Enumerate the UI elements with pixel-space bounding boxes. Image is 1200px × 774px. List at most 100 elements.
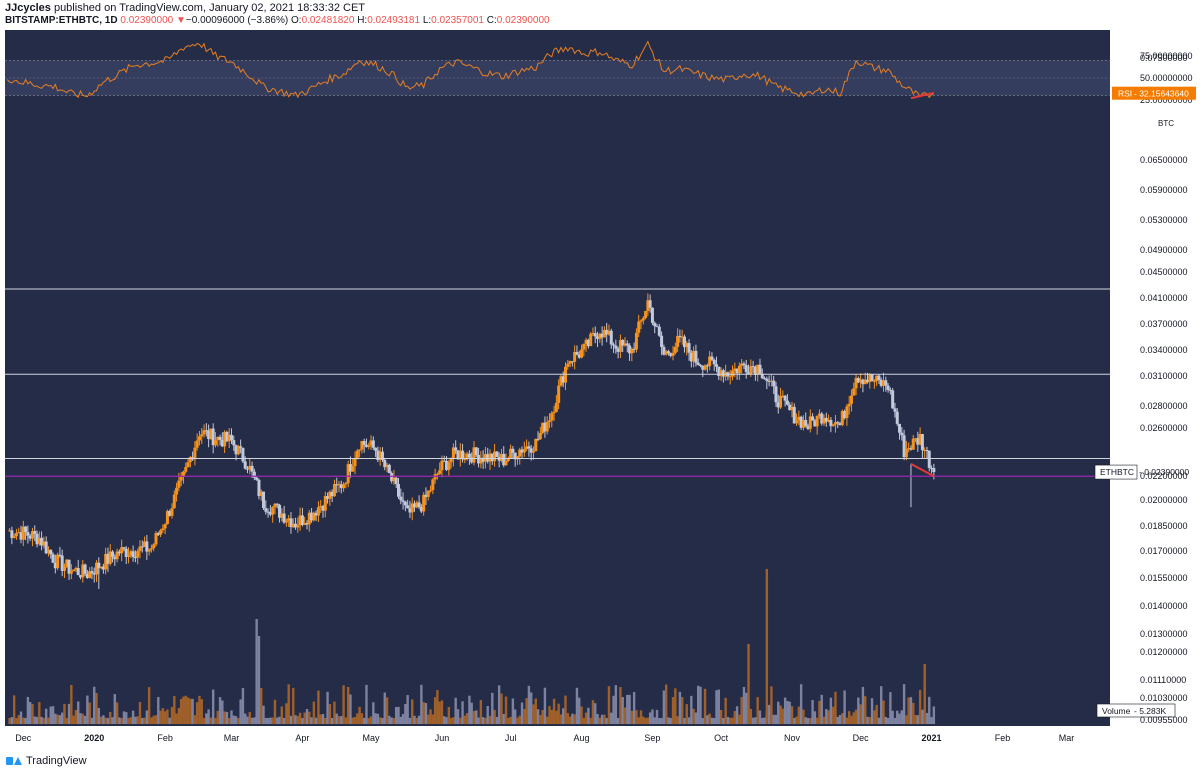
volume-bar	[495, 716, 499, 724]
volume-bar	[481, 717, 485, 724]
volume-bar	[664, 684, 668, 724]
chart-canvas[interactable]: 75.00000000 50.00000000 25.00000000 RSI - 32…	[0, 30, 1200, 748]
candle	[351, 466, 355, 472]
volume-bar	[294, 715, 297, 724]
candle	[824, 417, 828, 422]
volume-bar	[497, 685, 501, 724]
volume-bar	[491, 692, 494, 724]
time-axis[interactable]: Dec 2020 Feb Mar Apr May Jun Jul Aug Sep Oct Nov Dec…	[15, 733, 1074, 743]
candle	[822, 417, 826, 424]
candle	[259, 491, 263, 497]
volume-bar	[401, 713, 405, 724]
volume-bar	[534, 698, 537, 724]
open-value: 0.02481820	[301, 15, 355, 26]
volume-bar	[898, 713, 901, 724]
candle	[511, 448, 515, 453]
tradingview-brand: TradingView	[26, 755, 87, 767]
candle	[634, 332, 638, 350]
candle	[621, 339, 625, 346]
candle	[348, 464, 352, 472]
volume-bar	[875, 704, 878, 724]
volume-bar	[136, 716, 139, 724]
price-change: −0.00096000 (−3.86%)	[185, 15, 289, 26]
volume-bar	[550, 709, 553, 724]
volume-bar	[415, 717, 419, 724]
volume-bar	[104, 717, 107, 724]
candle	[623, 343, 627, 346]
volume-bar	[868, 717, 871, 724]
volume-bar	[413, 715, 416, 724]
volume-bar	[850, 715, 853, 724]
candle	[392, 477, 396, 482]
volume-bar	[346, 686, 350, 724]
tradingview-logo[interactable]: TradingView	[6, 755, 87, 767]
volume-bar	[724, 697, 727, 724]
candle	[438, 470, 442, 475]
price-axis[interactable]: 0.07500000 0.06500000 0.05900000 0.05300000…	[1094, 53, 1189, 725]
volume-bar	[232, 715, 235, 724]
candle	[195, 440, 199, 448]
candle	[60, 555, 64, 571]
volume-bar	[781, 708, 785, 724]
candle	[673, 346, 677, 353]
volume-bar	[244, 713, 247, 724]
volume-bar	[99, 716, 103, 724]
volume-bar	[429, 709, 432, 724]
candle	[33, 531, 37, 534]
price-axis-background	[1110, 30, 1200, 748]
volume-bar	[795, 716, 798, 724]
volume-bar	[790, 706, 794, 724]
volume-bar	[255, 619, 258, 724]
volume-bar	[815, 717, 819, 724]
candle	[792, 406, 796, 424]
volume-bar	[701, 717, 704, 724]
candle	[817, 413, 821, 416]
volume-bar	[269, 717, 272, 724]
candle	[422, 494, 426, 512]
candle	[26, 532, 30, 536]
symbol-name[interactable]: BITSTAMP:ETHBTC, 1D	[5, 15, 118, 26]
candle	[374, 447, 378, 451]
candle	[852, 388, 856, 396]
volume-bar	[580, 706, 583, 724]
volume-bar	[717, 689, 720, 724]
volume-bar	[157, 696, 160, 724]
candle	[682, 336, 686, 348]
volume-bar	[905, 715, 908, 724]
volume-bar	[623, 707, 627, 724]
volume-bar	[369, 716, 373, 724]
volume-bar	[786, 700, 789, 724]
candle	[838, 423, 842, 426]
low-label: L:	[422, 15, 432, 26]
candle	[483, 454, 487, 462]
candle	[24, 526, 28, 533]
volume-bar	[486, 706, 489, 724]
volume-bar	[873, 710, 876, 724]
candle	[907, 448, 911, 450]
candle	[426, 490, 430, 497]
candle	[239, 446, 243, 448]
candle	[133, 557, 137, 559]
candle	[920, 434, 924, 451]
volume-bar	[385, 697, 389, 724]
volume-bar	[296, 715, 300, 724]
candle	[596, 336, 600, 339]
volume-bar	[228, 717, 231, 724]
volume-bar	[90, 717, 94, 724]
candle	[744, 365, 748, 373]
volume-bar	[889, 692, 892, 724]
volume-bar	[731, 717, 734, 724]
author-name[interactable]: JJcycles	[5, 2, 51, 14]
candle	[552, 411, 556, 414]
volume-bar	[367, 717, 370, 724]
volume-bar	[335, 713, 338, 724]
price-tick-label: 0.02800000	[1140, 401, 1188, 411]
candle	[689, 352, 693, 362]
volume-bar	[719, 710, 723, 724]
candle	[156, 533, 160, 535]
volume-bar	[237, 717, 240, 724]
candle	[490, 453, 494, 462]
volume-bar	[811, 700, 814, 724]
volume-bar	[667, 717, 670, 724]
candle	[779, 395, 783, 408]
